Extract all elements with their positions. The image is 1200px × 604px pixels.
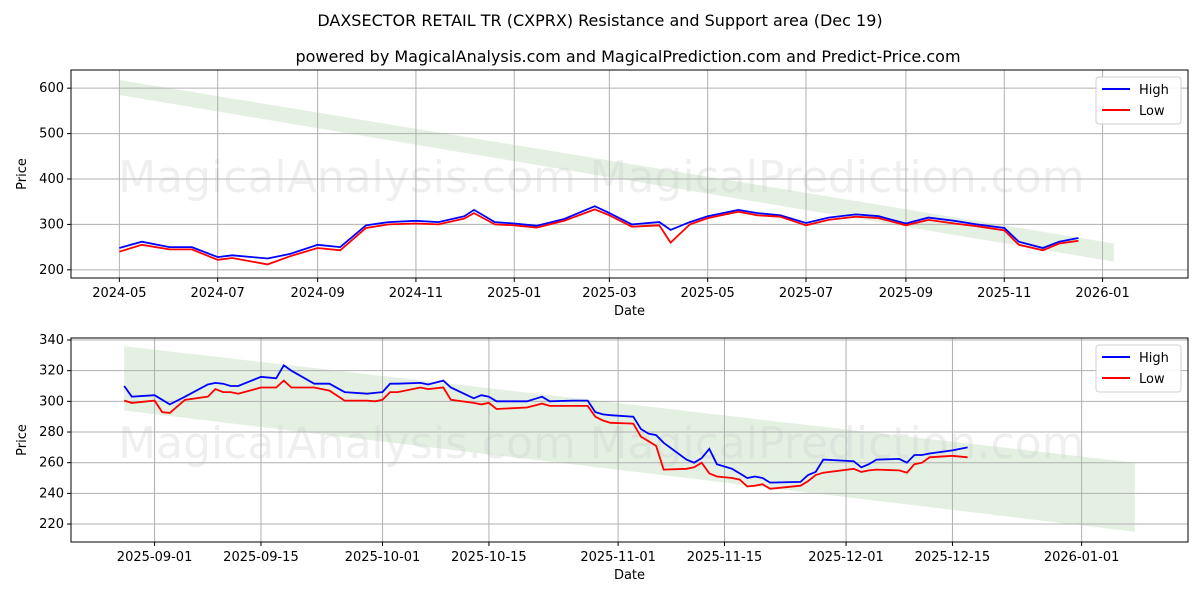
x-tick-label: 2025-07 bbox=[779, 286, 833, 301]
series-line-low bbox=[123, 379, 968, 490]
y-tick-label: 220 bbox=[39, 517, 64, 532]
x-tick-label: 2025-12-01 bbox=[808, 550, 884, 565]
x-tick-label: 2026-01-01 bbox=[1044, 550, 1120, 565]
legend: High Low bbox=[1095, 76, 1182, 125]
legend-label-high: High bbox=[1139, 83, 1169, 98]
y-tick-label: 280 bbox=[39, 425, 64, 440]
chart-subtitle: powered by MagicalAnalysis.com and Magic… bbox=[295, 47, 960, 66]
watermark: MagicalPrediction.com bbox=[590, 152, 1085, 203]
x-tick-label: 2025-12-15 bbox=[915, 550, 991, 565]
x-tick-label: 2025-11 bbox=[977, 286, 1031, 301]
x-axis-label: Date bbox=[614, 304, 645, 319]
y-axis-label: Price bbox=[15, 424, 30, 456]
y-tick-label: 200 bbox=[39, 263, 64, 278]
x-tick-label: 2024-11 bbox=[389, 286, 443, 301]
x-tick-label: 2025-11-01 bbox=[580, 550, 656, 565]
series-line-high bbox=[119, 205, 1079, 260]
y-tick-label: 240 bbox=[39, 486, 64, 501]
x-tick-label: 2025-10-15 bbox=[451, 550, 527, 565]
legend: High Low bbox=[1095, 344, 1182, 393]
x-tick-label: 2026-01 bbox=[1075, 286, 1129, 301]
top-chart: MagicalAnalysis.com MagicalPrediction.com… bbox=[15, 69, 1189, 319]
x-tick-label: 2024-09 bbox=[290, 286, 344, 301]
series-line-low bbox=[119, 208, 1079, 266]
y-tick-label: 320 bbox=[39, 364, 64, 379]
x-tick-label: 2025-01 bbox=[487, 286, 541, 301]
x-tick-label: 2024-05 bbox=[92, 286, 146, 301]
y-tick-label: 500 bbox=[39, 127, 64, 142]
x-tick-label: 2025-09-15 bbox=[223, 550, 299, 565]
series-line-high bbox=[123, 363, 968, 484]
y-axis-label: Price bbox=[15, 158, 30, 190]
x-tick-label: 2024-07 bbox=[191, 286, 245, 301]
y-tick-label: 260 bbox=[39, 456, 64, 471]
legend-label-low: Low bbox=[1139, 372, 1165, 387]
watermark: MagicalAnalysis.com bbox=[118, 152, 576, 203]
chart-title: DAXSECTOR RETAIL TR (CXPRX) Resistance a… bbox=[317, 11, 882, 30]
y-tick-label: 300 bbox=[39, 394, 64, 409]
y-tick-label: 600 bbox=[39, 81, 64, 96]
x-tick-label: 2025-09-01 bbox=[117, 550, 193, 565]
x-axis-label: Date bbox=[614, 568, 645, 583]
bottom-chart: MagicalAnalysis.com MagicalPrediction.com… bbox=[15, 333, 1189, 583]
support-resistance-band bbox=[119, 79, 1114, 262]
legend-label-high: High bbox=[1139, 351, 1169, 366]
watermark: MagicalAnalysis.com bbox=[118, 418, 576, 469]
y-tick-label: 300 bbox=[39, 217, 64, 232]
y-tick-label: 340 bbox=[39, 333, 64, 348]
y-tick-label: 400 bbox=[39, 172, 64, 187]
x-tick-label: 2025-09 bbox=[879, 286, 933, 301]
x-tick-label: 2025-10-01 bbox=[345, 550, 421, 565]
x-tick-label: 2025-05 bbox=[681, 286, 735, 301]
plot-frame bbox=[70, 69, 1189, 279]
legend-label-low: Low bbox=[1139, 104, 1165, 119]
x-tick-label: 2025-03 bbox=[582, 286, 636, 301]
x-tick-label: 2025-11-15 bbox=[687, 550, 763, 565]
plot-frame bbox=[70, 337, 1189, 543]
